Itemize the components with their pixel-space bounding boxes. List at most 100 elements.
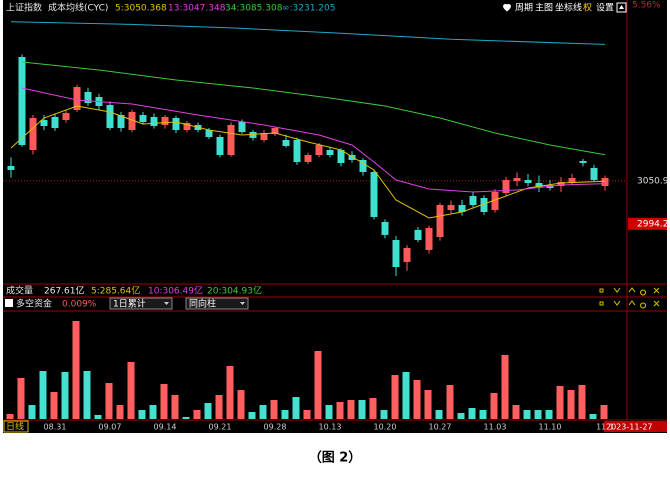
candle-body [447,205,455,211]
candle-body [216,136,224,155]
bar [446,385,454,419]
moving-average-line [21,61,606,156]
bar [435,410,443,419]
bar [457,413,465,419]
period-box[interactable] [3,420,29,433]
favorite-icon[interactable] [503,3,511,12]
candle-body [84,92,92,103]
candle-body [315,145,323,155]
candle-body [40,120,48,127]
bar [523,410,531,419]
candle-body [260,132,268,141]
bar [171,395,179,419]
candle-body [249,131,257,138]
bar [160,384,168,419]
window-icon[interactable] [616,2,627,13]
bar [424,390,432,419]
bar [413,380,421,419]
panel-background [3,0,667,433]
bar [83,371,91,419]
bar [589,414,597,419]
candle-body [502,179,510,193]
toolbar-button[interactable]: 主图 [535,2,553,14]
bar [292,397,300,419]
bar [600,405,608,419]
candle-body [326,149,334,155]
legend-entry: 34:3085.308 [225,4,283,14]
toolbar-button[interactable]: 坐标线 [555,2,582,14]
candle-body [458,205,466,212]
toolbar-button[interactable]: 周期 [515,3,533,14]
dropdown[interactable] [185,297,249,310]
toolbar-button[interactable]: 权 [583,2,592,14]
legend-entry: 5:3050.368 [115,4,167,14]
candle-body [304,154,312,162]
price-marker-label: 2994.2 [637,219,669,229]
bar [380,410,388,419]
candle-body [139,115,147,122]
bar [490,393,498,419]
candle-body [557,182,565,187]
candle-body [18,56,26,146]
bar [545,410,553,419]
x-tick-label: 10.27 [429,423,452,432]
symbol: 上证指数 [6,2,42,14]
candle-body [590,168,598,180]
x-tick-label: 10.13 [319,423,342,432]
x-tick-label: 11.03 [484,423,507,432]
bar [534,410,542,419]
bar [28,405,36,419]
dropdown-label: 同向柱 [189,298,216,310]
candle-body [205,130,213,137]
x-tick-label: 09.21 [209,423,232,432]
caption: （图 2） [309,450,362,466]
bar [138,410,146,419]
candle-body [106,105,114,128]
current-date: 2023-11-27 [606,423,653,432]
bar [127,362,135,419]
x-tick-label: 09.07 [99,423,122,432]
dropdown-arrow [164,302,169,305]
candle-body [337,149,345,164]
bar [215,395,223,419]
candle-body [282,140,290,146]
candle-body [513,178,521,181]
bar [578,385,586,419]
candle-body [29,117,37,150]
bar [237,390,245,419]
candle-body [7,165,15,170]
period-label[interactable]: 日线 [6,421,24,433]
candle-body [381,221,389,235]
bar [94,415,102,419]
price-marker [628,217,667,230]
bar [105,383,113,419]
candle-body [392,240,400,268]
toolbar-button[interactable]: 设置 [596,3,614,14]
bar [226,366,234,419]
bar [17,378,25,419]
candle-body [161,116,169,126]
top-label: 5.56% [632,1,661,11]
candle-body [403,247,411,262]
bar [39,371,47,419]
bar [50,392,58,419]
dropdown[interactable] [109,297,173,310]
bar [391,375,399,419]
candle-body [271,127,279,135]
volume-title: 成交量 [6,285,33,297]
x-tick-label: 11.1 [596,423,614,432]
pane-icons[interactable] [599,287,660,309]
help-icon[interactable] [5,299,13,307]
bar [468,408,476,419]
candle-body [601,178,609,187]
candle-body [436,205,444,237]
moving-average-line [10,21,606,45]
bar [347,400,355,419]
bar [336,402,344,419]
bar [512,405,520,419]
moving-average-line [10,105,606,219]
candle-body [568,178,576,184]
candle-body [172,117,180,131]
bar [259,405,267,419]
